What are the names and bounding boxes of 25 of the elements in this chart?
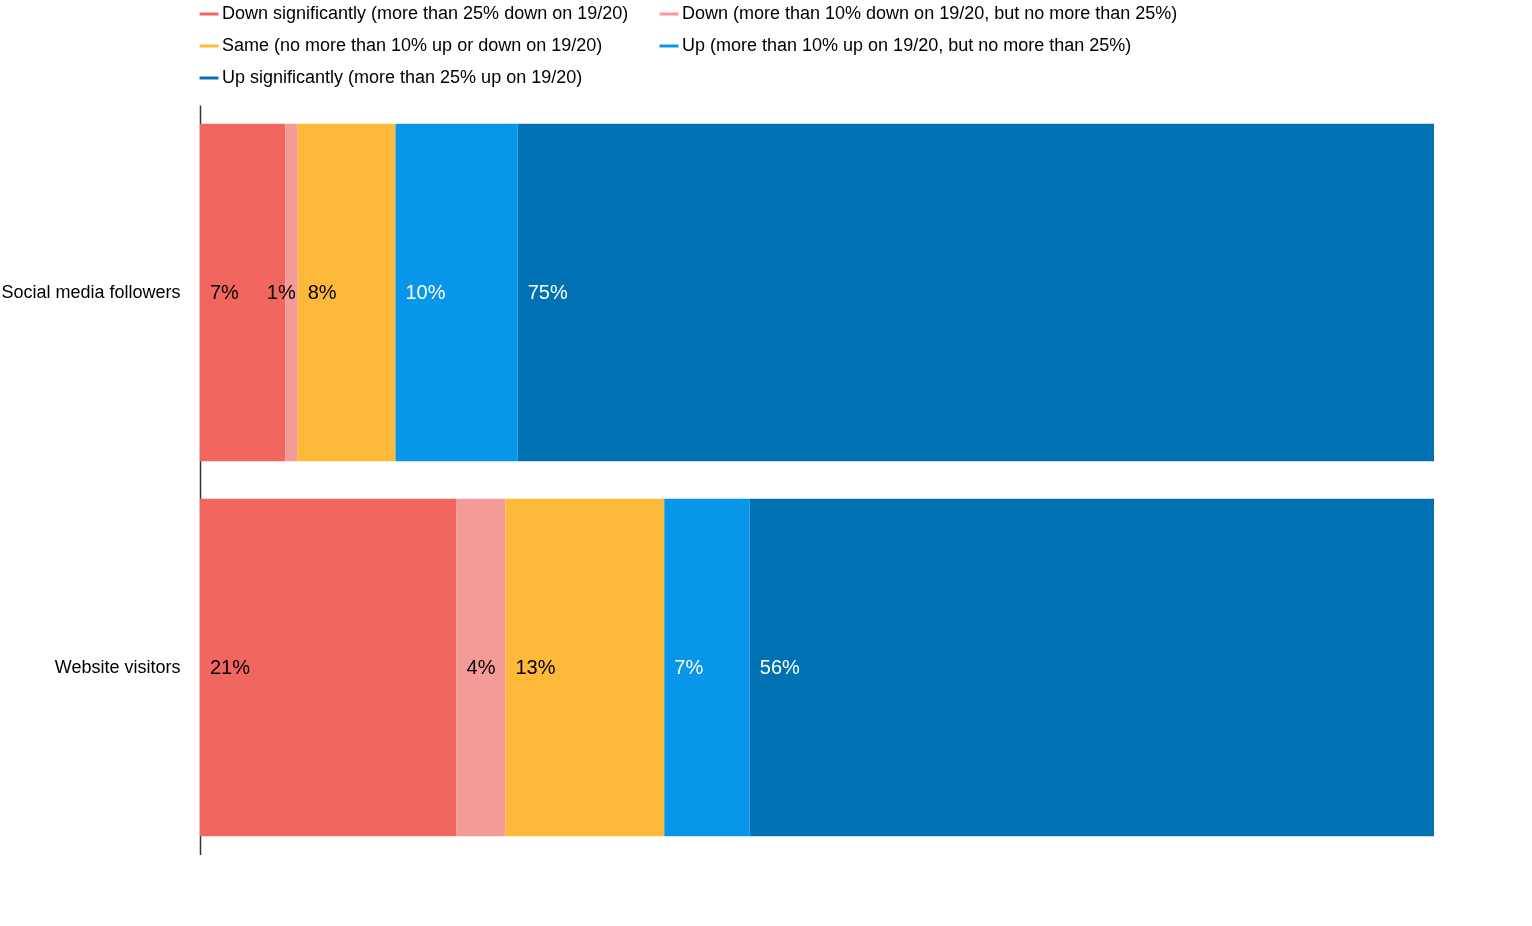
bar [664,498,750,837]
data-label: 10% [405,280,446,303]
data-label: 7% [674,655,704,678]
data-label: 56% [759,655,801,678]
bar [517,123,1434,462]
bar [505,498,665,837]
bar [749,498,1434,837]
legend-label: Up (more than 10% up on 19/20, but no more than 25%) [682,35,1132,55]
legend-label: Down (more than 10% down on 19/20, but no more than 25%) [682,3,1178,23]
y-tick-label: Social media followers [1,281,181,302]
bar [297,123,396,462]
data-label: 21% [210,655,251,678]
data-label: 13% [515,655,556,678]
legend-label: Same (no more than 10% up or down on 19/20) [222,35,603,55]
data-label: 1% [266,280,296,303]
bar [395,123,518,462]
data-label: 4% [466,655,496,678]
bar [200,498,457,837]
data-label: 8% [307,280,337,303]
y-tick-label: Website visitors [54,656,181,677]
data-label: 75% [527,280,568,303]
data-label: 7% [210,280,240,303]
legend-label: Up significantly (more than 25% up on 19/20) [222,67,583,87]
legend-label: Down significantly (more than 25% down on 19/20) [222,3,629,23]
bar [456,498,506,837]
